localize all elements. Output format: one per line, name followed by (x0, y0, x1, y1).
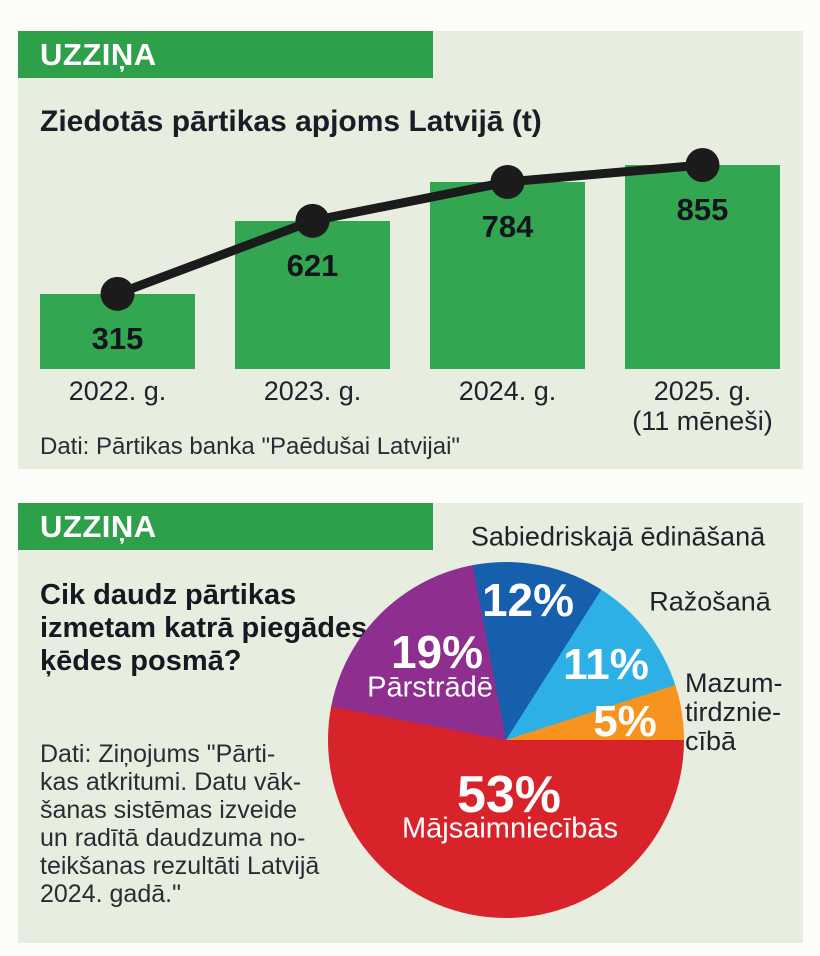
pie-slice-inner-label: Mājsaimniecībās (402, 812, 618, 845)
bar-chart: 315 2022. g. 621 2023. g. 784 2024. g. 855 2025… (18, 31, 803, 469)
pie-percent-label: 5% (593, 697, 657, 746)
source-line: teikšanas rezultāti Latvijā (40, 852, 320, 880)
bar-value-label: 315 (91, 321, 144, 356)
pie-slice-outer-label-line: cībā (685, 726, 737, 756)
pie-slice-outer-label: Sabiedriskajā ēdināšanā (470, 521, 766, 552)
source-line: šanas sistēmas izveide (40, 796, 298, 824)
source-line: 2024. gadā." (40, 880, 181, 908)
source-line: un radītā daudzuma no- (40, 824, 306, 852)
panel2-badge: UZZIŅA (18, 503, 433, 550)
bar-value-label: 621 (286, 248, 339, 283)
pie-chart-source: Dati: Ziņojums "Pārti-kas atkritumi. Dat… (40, 740, 319, 908)
pie-percent-label: 19% (390, 626, 484, 678)
bar (235, 221, 390, 369)
pie-slice-outer-label-line: Ražošanā (649, 586, 771, 617)
x-axis-label: 2024. g. (405, 376, 610, 406)
panel1-badge-label: UZZIŅA (40, 36, 157, 72)
panel1-badge: UZZIŅA (18, 31, 433, 78)
bar-chart-source: Dati: Pārtikas banka "Paēdušai Latvijai" (40, 433, 460, 460)
panel2-badge-label: UZZIŅA (40, 508, 157, 544)
x-axis-label: 2025. g. (11 mēneši) (600, 376, 805, 436)
x-axis-label-line: 2023. g. (263, 376, 362, 406)
bar-value-label: 784 (481, 209, 534, 244)
pie-percent-label: 53% (456, 766, 562, 824)
pie-slice-outer-label-line: tirdznie- (685, 697, 782, 727)
pie-chart (328, 562, 684, 918)
pie-slice-inner-label: Pārstrādē (367, 671, 493, 704)
question-line: ķēdes posmā? (40, 645, 242, 677)
question-line: Cik daudz pārtikas (40, 579, 297, 611)
x-axis-label: 2022. g. (15, 376, 220, 406)
x-axis-label-line: 2022. g. (68, 376, 167, 406)
bar-chart-title: Ziedotās pārtikas apjoms Latvijā (t) (40, 105, 542, 138)
pie-chart-labels: 12% 11% 5% 53% 19% Mājsaimniecībās Pārstrādē Sa… (18, 503, 803, 943)
pie-chart-question: Cik daudz pārtikas izmetam katrā piegādes… (40, 579, 367, 678)
pie-slice-outer-label-line: Sabiedriskajā ēdināšanā (470, 521, 766, 552)
pie-slice-outer-label-line: Mazum- (685, 668, 783, 698)
source-line: kas atkritumi. Datu vāk- (40, 768, 302, 796)
food-waste-panel: UZZIŅA Cik daudz pārtikas izmetam katrā p… (18, 503, 803, 943)
pie-slice-outer-label: Ražošanā (649, 586, 771, 617)
x-axis-label-line: 2024. g. (458, 376, 557, 406)
question-line: izmetam katrā piegādes (40, 612, 368, 644)
pie-slice-outer-label: Mazum-tirdznie-cībā (685, 669, 783, 756)
pie-percent-label: 11% (563, 640, 649, 689)
x-axis-label-line: 2025. g. (653, 376, 752, 406)
donated-food-panel: UZZIŅA Ziedotās pārtikas apjoms Latvijā … (18, 31, 803, 469)
x-axis-label: 2023. g. (210, 376, 415, 406)
source-line: Dati: Ziņojums "Pārti- (40, 740, 276, 768)
bar-value-label: 855 (676, 192, 729, 227)
pie-percent-label: 12% (481, 574, 575, 626)
x-axis-label-line: (11 mēneši) (632, 406, 773, 436)
